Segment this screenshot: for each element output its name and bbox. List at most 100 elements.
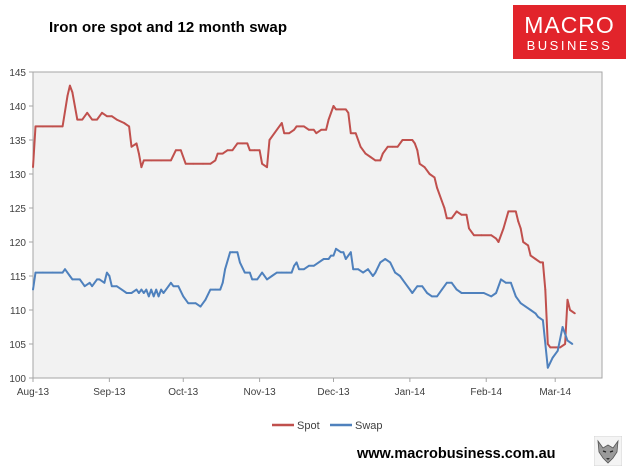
data-point (534, 258, 537, 260)
data-point (527, 244, 529, 247)
data-point (571, 343, 574, 345)
data-point (91, 118, 93, 121)
series-points-spot (32, 84, 576, 349)
data-point (204, 298, 207, 301)
data-point (221, 152, 224, 155)
y-tick-label: 100 (9, 374, 26, 385)
data-point (404, 281, 406, 284)
data-point (142, 159, 145, 162)
legend-label-spot: Spot (297, 420, 320, 432)
x-tick-label: Jan-14 (395, 387, 426, 398)
data-point (418, 162, 421, 165)
data-point (216, 152, 219, 155)
data-point (298, 268, 300, 271)
data-point (61, 271, 64, 274)
data-point (120, 288, 123, 291)
data-point (507, 210, 510, 213)
data-point (445, 217, 448, 220)
data-point (566, 339, 569, 342)
data-point (546, 343, 549, 345)
series-layer (32, 84, 576, 369)
data-point (546, 366, 549, 369)
data-point (229, 251, 232, 254)
data-point (69, 84, 71, 87)
data-point (280, 122, 283, 124)
data-point (519, 227, 522, 230)
data-point (172, 285, 175, 288)
data-point (549, 346, 552, 349)
data-point (574, 312, 576, 315)
data-point (142, 292, 145, 294)
data-point (295, 261, 298, 264)
data-point (88, 281, 91, 284)
macrobusiness-logo[interactable]: MACRO BUSINESS (513, 5, 626, 59)
logo-line-business: BUSINESS (526, 38, 613, 53)
data-point (416, 285, 419, 288)
data-point (556, 349, 559, 352)
data-point (288, 132, 291, 135)
data-point (81, 281, 84, 284)
data-point (514, 210, 517, 213)
data-point (312, 264, 315, 267)
data-point (140, 166, 143, 169)
data-point (510, 281, 512, 284)
data-point (140, 288, 143, 291)
data-point (303, 125, 305, 128)
data-point (497, 241, 500, 243)
data-point (505, 281, 507, 284)
y-tick-label: 130 (9, 170, 26, 181)
data-point (187, 302, 190, 305)
data-point (219, 288, 222, 291)
footer-url-link[interactable]: www.macrobusiness.com.au (357, 446, 556, 462)
data-point (381, 152, 384, 155)
data-point (450, 281, 453, 284)
data-point (519, 302, 522, 305)
data-point (544, 288, 547, 291)
data-point (534, 312, 537, 315)
data-point (354, 132, 357, 135)
data-point (443, 207, 446, 209)
data-point (340, 108, 342, 111)
data-point (135, 288, 138, 291)
data-point (468, 227, 470, 230)
data-point (524, 305, 527, 308)
x-tick-label: Aug-13 (17, 387, 50, 398)
data-point (312, 128, 315, 131)
legend: Spot Swap (272, 420, 383, 432)
data-point (266, 278, 268, 281)
data-point (480, 234, 483, 237)
data-point (428, 173, 431, 175)
data-point (106, 115, 108, 118)
data-point (145, 288, 148, 291)
data-point (561, 326, 564, 328)
data-point (411, 292, 414, 294)
data-point (106, 271, 108, 274)
data-point (32, 288, 34, 291)
data-point (529, 254, 532, 257)
data-point (241, 142, 244, 145)
data-point (539, 261, 542, 264)
data-point (96, 118, 98, 121)
y-tick-label: 120 (9, 238, 26, 249)
data-point (542, 261, 544, 264)
data-point (261, 271, 263, 274)
data-point (325, 128, 327, 131)
data-point (394, 271, 396, 274)
data-point (268, 139, 271, 141)
data-point (460, 213, 463, 216)
data-point (450, 217, 453, 220)
y-tick-label: 115 (10, 272, 26, 283)
data-point (51, 271, 54, 274)
data-point (128, 125, 131, 128)
data-point (231, 251, 234, 254)
data-point (384, 258, 387, 260)
data-point (273, 132, 276, 135)
data-point (246, 142, 249, 145)
data-point (551, 356, 554, 359)
data-point (236, 142, 239, 145)
plot-area (32, 71, 603, 379)
data-point (335, 108, 337, 111)
data-point (344, 258, 347, 260)
data-point (194, 302, 197, 305)
